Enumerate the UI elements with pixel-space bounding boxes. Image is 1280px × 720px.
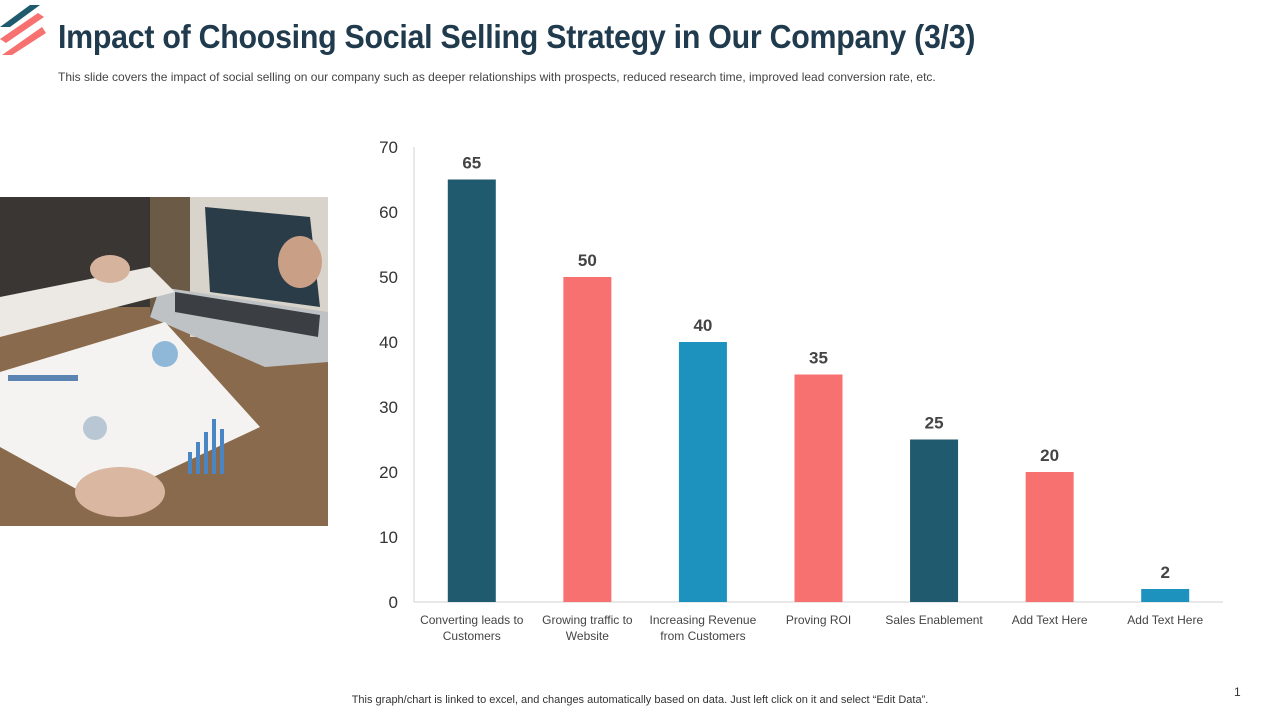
data-label: 35 <box>809 349 828 368</box>
y-tick-label: 60 <box>379 203 398 222</box>
data-labels: 65 50 40 35 25 20 2 <box>462 154 1170 583</box>
data-label: 20 <box>1040 446 1059 465</box>
bar[interactable] <box>1141 589 1190 602</box>
x-tick-label-line: Add Text Here <box>1127 613 1203 627</box>
x-tick-label-line: Sales Enablement <box>885 613 983 627</box>
y-tick-label: 40 <box>379 333 398 352</box>
page-subtitle: This slide covers the impact of social s… <box>58 70 936 84</box>
y-tick-label: 70 <box>379 138 398 157</box>
bar[interactable] <box>447 179 496 603</box>
y-tick-label: 30 <box>379 398 398 417</box>
x-tick-label: Converting leads to Customers <box>420 613 524 643</box>
footnote: This graph/chart is linked to excel, and… <box>351 694 929 706</box>
y-tick-label: 50 <box>379 268 398 287</box>
bar-chart: 0 10 20 30 40 50 60 70 65 50 40 35 25 20 2 Converting… <box>379 138 1223 643</box>
bar[interactable] <box>910 439 959 603</box>
x-tick-label: Increasing Revenue from Customers <box>650 613 757 643</box>
x-tick-label-line: Proving ROI <box>786 613 851 627</box>
page-title: Impact of Choosing Social Selling Strate… <box>58 18 976 55</box>
bar[interactable] <box>563 277 612 602</box>
x-tick-label-line: Customers <box>443 629 501 643</box>
y-tick-label: 10 <box>379 528 398 547</box>
x-tick-label: Add Text Here <box>1012 613 1088 627</box>
x-tick-labels: Converting leads to Customers Growing traf… <box>420 613 1203 643</box>
x-tick-label-line: Growing traffic to <box>542 613 633 627</box>
y-tick-labels: 0 10 20 30 40 50 60 70 <box>379 138 398 612</box>
data-label: 25 <box>925 414 944 433</box>
x-tick-label: Growing traffic to Website <box>542 613 633 643</box>
y-tick-label: 0 <box>389 593 398 612</box>
x-tick-label-line: from Customers <box>660 629 745 643</box>
logo-icon <box>0 5 46 55</box>
x-tick-label-line: Converting leads to <box>420 613 524 627</box>
x-tick-label-line: Website <box>566 629 609 643</box>
x-tick-label: Sales Enablement <box>885 613 983 627</box>
bars <box>447 179 1190 603</box>
x-tick-label: Add Text Here <box>1127 613 1203 627</box>
data-label: 65 <box>462 154 481 173</box>
page-number: 1 <box>1234 685 1241 699</box>
x-tick-label: Proving ROI <box>786 613 851 627</box>
y-tick-label: 20 <box>379 463 398 482</box>
data-label: 2 <box>1160 563 1169 582</box>
y-axis: 0 10 20 30 40 50 60 70 <box>379 138 415 612</box>
bar[interactable] <box>1025 472 1074 602</box>
bar[interactable] <box>678 342 727 602</box>
bar[interactable] <box>794 374 843 603</box>
x-tick-label-line: Increasing Revenue <box>650 613 757 627</box>
data-label: 50 <box>578 251 597 270</box>
data-label: 40 <box>693 316 712 335</box>
x-tick-label-line: Add Text Here <box>1012 613 1088 627</box>
business-meeting-photo <box>0 197 328 526</box>
